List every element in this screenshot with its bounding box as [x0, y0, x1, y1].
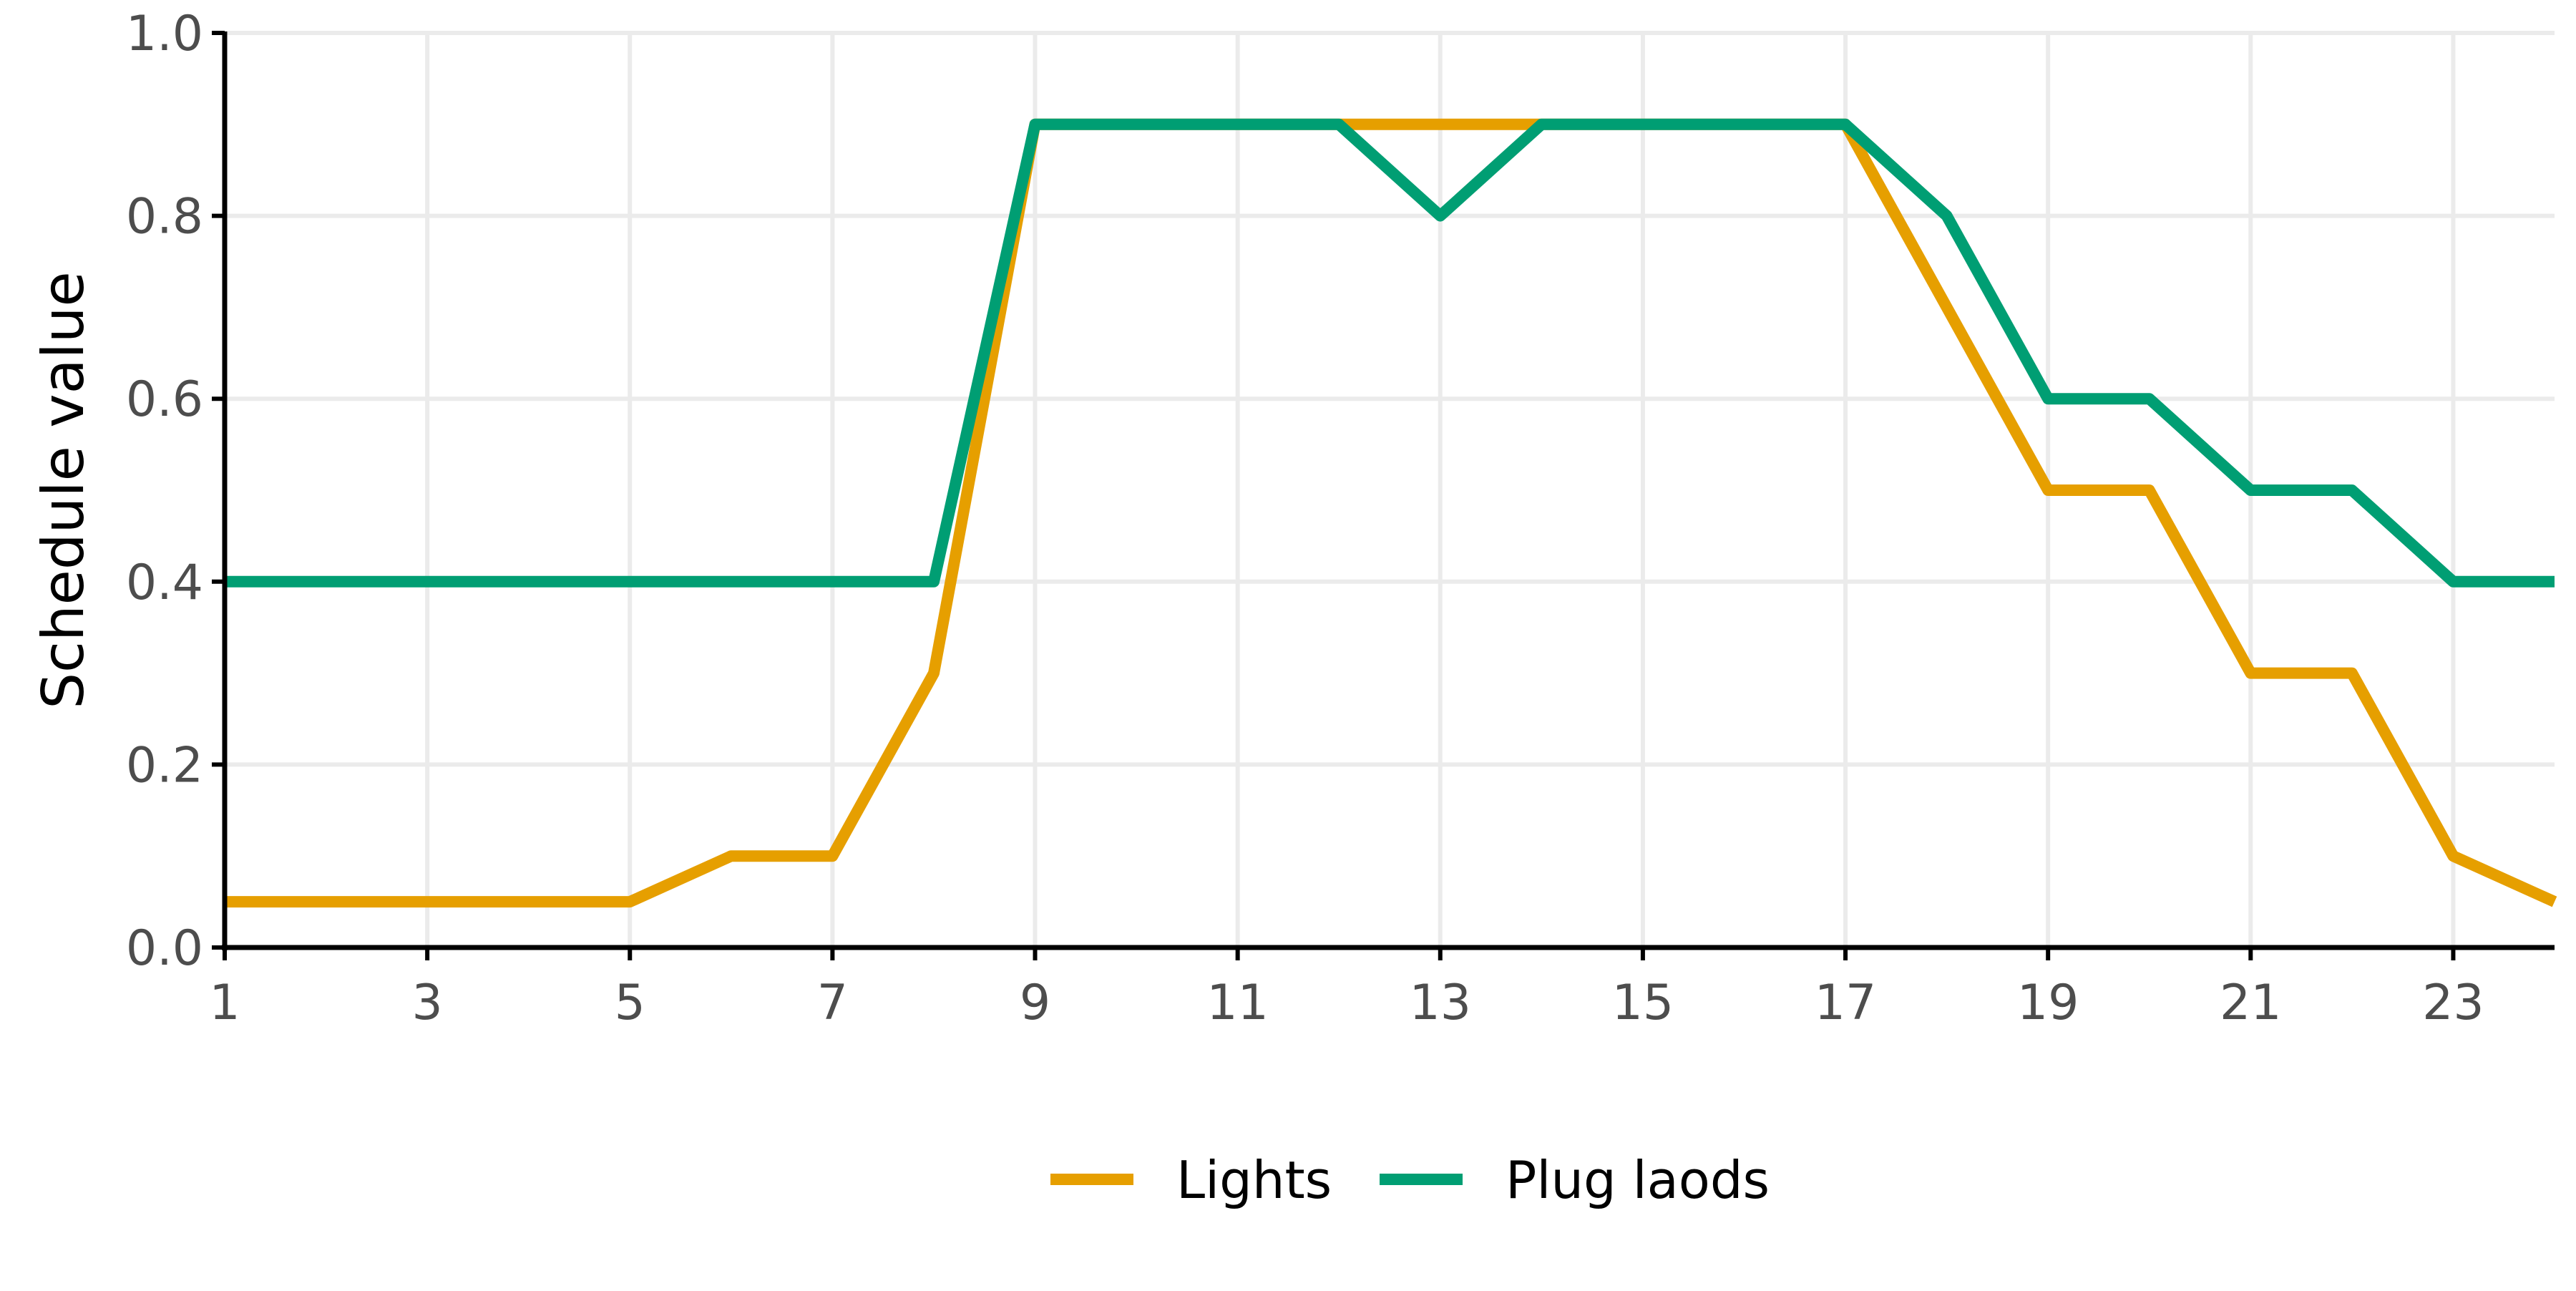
y-tick-label: 0.6 [126, 371, 203, 428]
y-tick-label: 0.2 [126, 737, 203, 794]
y-tick-label: 0.0 [126, 920, 203, 977]
x-tick-label: 17 [1815, 975, 1877, 1031]
x-tick-label: 3 [411, 975, 442, 1031]
x-tick-label: 19 [2017, 975, 2079, 1031]
x-tick-label: 13 [1410, 975, 1472, 1031]
x-tick-label: 9 [1020, 975, 1050, 1031]
x-axis-ticks: 1 3 5 7 9 11 13 15 17 19 21 23 [209, 947, 2484, 1031]
x-tick-label: 23 [2422, 975, 2484, 1031]
y-axis-ticks: 0.0 0.2 0.4 0.6 0.8 1.0 [126, 6, 225, 977]
y-tick-label: 0.8 [126, 189, 203, 245]
x-tick-label: 7 [817, 975, 848, 1031]
legend-item-plug-loads: Plug laods [1380, 1150, 1770, 1210]
legend-item-lights: Lights [1050, 1150, 1332, 1210]
y-tick-label: 1.0 [126, 6, 203, 62]
series-lines [225, 118, 2557, 908]
series-line-plug-loads [225, 118, 2555, 588]
y-axis-title: Schedule value [30, 271, 97, 709]
legend-label-plug-loads: Plug laods [1506, 1150, 1770, 1210]
legend: Lights Plug laods [1050, 1150, 1770, 1210]
x-tick-label: 5 [615, 975, 645, 1031]
series-line-lights [225, 118, 2557, 908]
x-tick-label: 11 [1206, 975, 1269, 1031]
x-tick-label: 1 [209, 975, 240, 1031]
x-tick-label: 15 [1612, 975, 1674, 1031]
legend-label-lights: Lights [1176, 1150, 1332, 1210]
axes [222, 31, 2555, 950]
y-tick-label: 0.4 [126, 555, 203, 611]
x-tick-label: 21 [2220, 975, 2282, 1031]
grid [223, 31, 2555, 950]
